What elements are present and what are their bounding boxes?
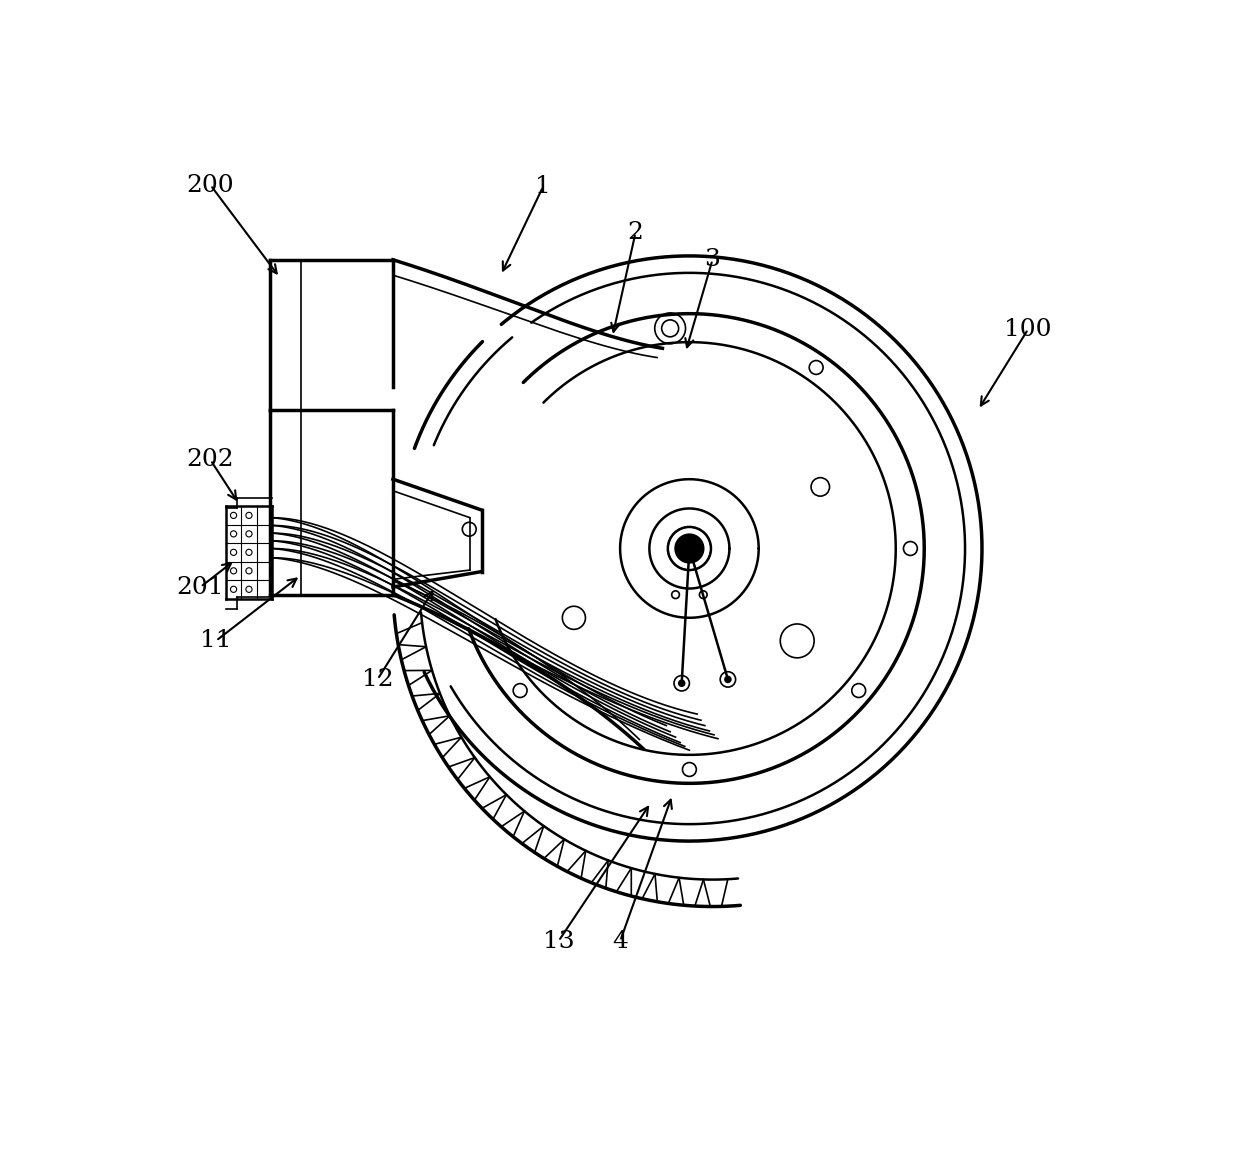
Text: 200: 200	[187, 173, 234, 197]
Text: 1: 1	[536, 176, 551, 198]
Circle shape	[678, 680, 684, 687]
Text: 13: 13	[543, 930, 574, 952]
Text: 3: 3	[704, 248, 720, 271]
Circle shape	[676, 535, 703, 563]
Text: 12: 12	[362, 668, 393, 691]
Circle shape	[725, 676, 732, 682]
Text: 11: 11	[200, 629, 232, 653]
Text: 202: 202	[187, 448, 234, 472]
Text: 2: 2	[627, 221, 644, 245]
Text: 201: 201	[176, 576, 224, 599]
Text: 100: 100	[1004, 317, 1052, 340]
Text: 4: 4	[613, 930, 627, 952]
